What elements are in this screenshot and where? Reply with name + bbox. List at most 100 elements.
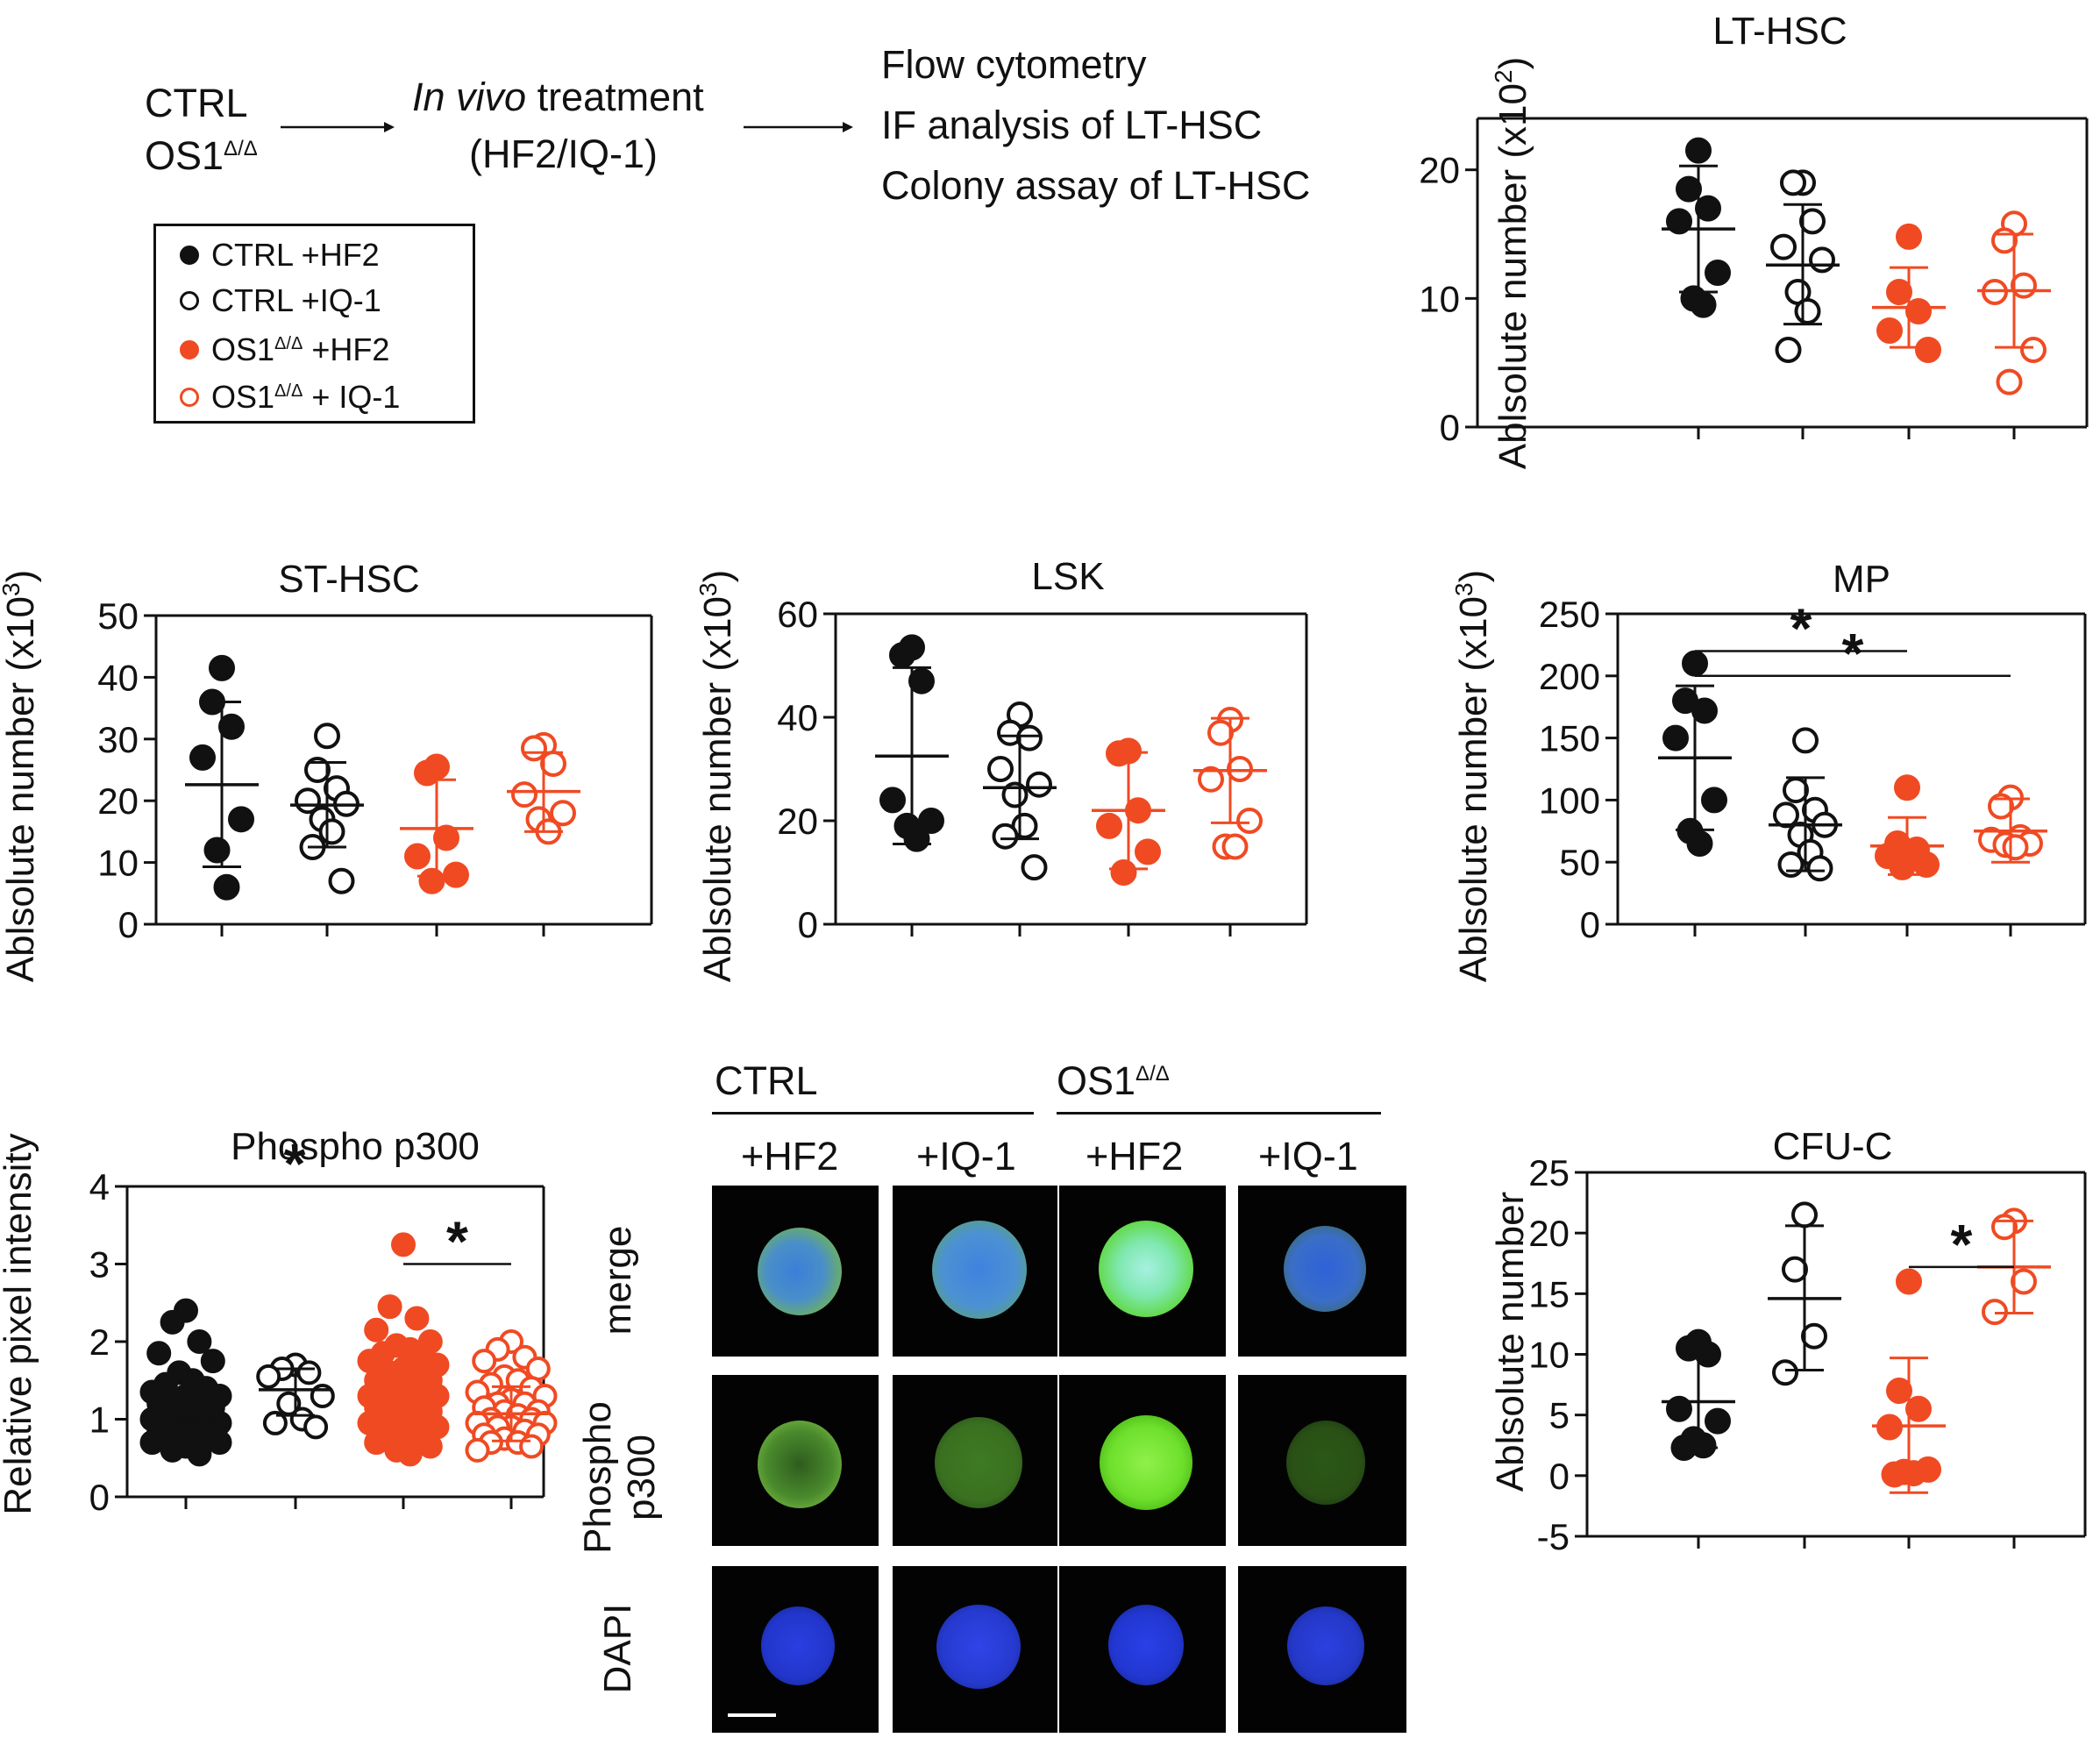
data-point — [1705, 260, 1731, 286]
data-point — [1691, 697, 1718, 724]
if-nucleus — [1099, 1221, 1193, 1317]
y-axis-label-close: ) — [1452, 570, 1495, 583]
y-axis-label: Ablsolute number (x103) — [0, 570, 42, 982]
chart-title: CFU-C — [1773, 1125, 1893, 1168]
y-axis-label: Ablsolute number — [1489, 1192, 1532, 1492]
y-axis-label-exponent: 2 — [1490, 69, 1517, 83]
data-point — [303, 1414, 329, 1440]
workflow-arrow-1 — [281, 122, 395, 132]
chart-title: MP — [1833, 558, 1890, 601]
data-point — [1096, 812, 1122, 839]
data-point — [1198, 766, 1224, 793]
y-tick-label: 1 — [89, 1399, 110, 1441]
data-point — [1801, 1322, 1827, 1350]
y-tick-label: 40 — [777, 697, 818, 738]
data-point — [472, 1349, 497, 1374]
legend-item-ctrl-iq1: CTRL +IQ-1 — [180, 282, 381, 319]
significance-star: * — [1951, 1213, 1973, 1276]
y-tick-label: 0 — [1440, 407, 1460, 448]
y-axis-label-close: ) — [696, 570, 739, 583]
data-point — [1676, 175, 1702, 203]
y-axis-label-main: Ablsolute number (x10 — [1452, 596, 1495, 982]
legend-item-os1-hf2: OS1Δ/Δ +HF2 — [180, 331, 389, 368]
if-image-merge-ctrl-hf2 — [712, 1186, 879, 1357]
data-point — [465, 1437, 490, 1463]
data-point — [1799, 208, 1826, 235]
data-point — [1701, 787, 1727, 814]
if-image-dapi-os1-iq1 — [1238, 1566, 1406, 1733]
y-axis-label-close: ) — [0, 570, 42, 583]
data-point — [209, 654, 235, 681]
y-axis-label-main: Relative pixel intensity — [0, 1133, 39, 1514]
chart-title: LSK — [1031, 555, 1104, 598]
y-axis-label-main: Ablsolute number — [1489, 1192, 1532, 1492]
y-tick-label: -5 — [1537, 1516, 1570, 1557]
if-nucleus — [1286, 1421, 1365, 1505]
legend — [153, 224, 475, 424]
y-tick-label: 3 — [89, 1244, 110, 1286]
workflow-treatment: In vivo treatment — [412, 75, 704, 120]
data-point — [1207, 719, 1234, 746]
legend-item-os1-iq1: OS1Δ/Δ + IQ-1 — [180, 379, 400, 416]
data-point — [1881, 1461, 1908, 1488]
y-tick-label: 250 — [1539, 594, 1600, 635]
y-tick-label: 150 — [1539, 718, 1600, 759]
chart-title: LT-HSC — [1712, 10, 1847, 53]
data-point — [207, 1430, 232, 1456]
y-tick-label: 20 — [1528, 1213, 1570, 1254]
data-point — [256, 1364, 281, 1389]
y-axis-label: Ablsolute number (x102) — [1490, 57, 1534, 469]
data-point — [2020, 337, 2047, 363]
y-axis-label: Ablsolute number (x103) — [1450, 570, 1495, 982]
legend-label-sup: Δ/Δ — [274, 334, 303, 353]
data-point — [1016, 724, 1043, 751]
y-tick-label: 15 — [1528, 1273, 1570, 1314]
y-tick-label: 50 — [1559, 842, 1600, 883]
y-axis-label: Relative pixel intensity — [0, 1133, 39, 1514]
y-axis-label-main: Ablsolute number (x10 — [1491, 83, 1534, 469]
legend-marker-filled-black — [180, 246, 199, 265]
data-point — [404, 1306, 430, 1331]
data-point — [879, 787, 906, 814]
data-point — [2011, 1268, 2037, 1295]
data-point — [160, 1437, 185, 1463]
data-point — [511, 781, 537, 808]
y-tick-label: 40 — [97, 657, 139, 698]
data-point — [1690, 291, 1717, 318]
data-point — [328, 867, 355, 894]
data-point — [139, 1430, 165, 1456]
data-point — [189, 744, 216, 771]
if-row-label-phospho-line2: p300 — [620, 1435, 663, 1521]
data-point — [1905, 298, 1932, 324]
legend-label: OS1Δ/Δ +HF2 — [211, 331, 389, 368]
if-image-dapi-ctrl-iq1 — [893, 1566, 1057, 1733]
data-point — [1806, 855, 1833, 882]
y-tick-label: 20 — [777, 801, 818, 842]
legend-marker-open-red — [180, 388, 199, 407]
if-header-os1-sup: Δ/Δ — [1135, 1062, 1170, 1086]
if-row-label-merge: merge — [596, 1225, 639, 1335]
y-tick-label: 20 — [97, 780, 139, 822]
legend-label-sup: Δ/Δ — [274, 381, 303, 401]
data-point — [404, 843, 431, 870]
y-tick-label: 20 — [1419, 150, 1460, 191]
legend-label: OS1Δ/Δ + IQ-1 — [211, 379, 400, 416]
y-tick-label: 2 — [89, 1321, 110, 1363]
data-point — [1021, 854, 1048, 881]
data-point — [1896, 1268, 1922, 1295]
data-point — [1662, 724, 1689, 751]
data-point — [433, 824, 459, 851]
if-column-os1-hf2: +HF2 — [1086, 1134, 1184, 1179]
workflow-output-1: Flow cytometry — [881, 42, 1147, 87]
y-axis-label-close: ) — [1491, 57, 1534, 70]
legend-label-post: +HF2 — [303, 331, 390, 367]
scale-bar — [728, 1713, 776, 1717]
y-tick-label: 10 — [97, 843, 139, 884]
y-tick-label: 25 — [1528, 1152, 1570, 1193]
if-image-phospho-ctrl-hf2 — [712, 1375, 879, 1546]
y-tick-label: 50 — [97, 595, 139, 637]
if-image-phospho-ctrl-iq1 — [893, 1375, 1057, 1546]
workflow-treatment-italic: In vivo — [412, 75, 527, 119]
